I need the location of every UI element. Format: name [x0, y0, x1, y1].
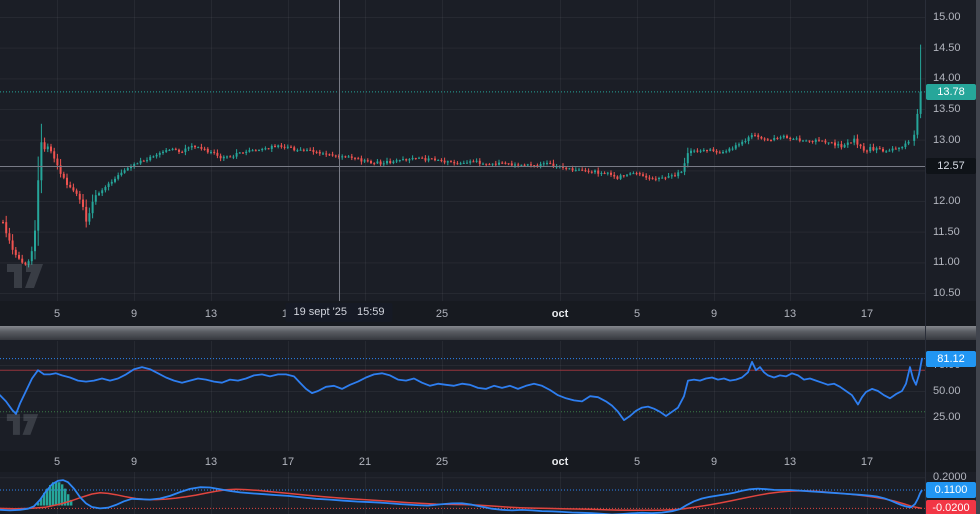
rsi-value-badge: 81.12 [926, 351, 976, 367]
time-tick-label-oct: oct [551, 307, 569, 320]
time-tick-label-25: 25 [435, 455, 449, 468]
pane-separator-handle[interactable] [0, 326, 980, 340]
rsi-tick-label: 25.00 [933, 411, 961, 423]
price-tick-label: 14.00 [933, 72, 961, 84]
crosshair-price-badge: 12.57 [926, 158, 976, 174]
macd-value-badge: 0.1100 [926, 482, 976, 498]
price-tick-label: 11.00 [933, 256, 960, 268]
time-axis-rsi[interactable]: 5 9 13 17 21 25 oct 5 9 13 17 [0, 451, 980, 473]
scrollbar[interactable] [976, 0, 980, 514]
time-tick-label-13: 13 [783, 455, 797, 468]
time-tick-label-oct: oct [551, 455, 569, 468]
time-tick-label-5: 5 [633, 455, 641, 468]
macd-chart [0, 472, 925, 514]
crosshair-horizontal-line [0, 166, 925, 167]
price-tick-label: 13.00 [933, 134, 961, 146]
macd-scale-label: 0.2000 [933, 471, 967, 483]
rsi-tick-label: 50.00 [933, 385, 961, 397]
time-tick-label-13: 13 [204, 455, 218, 468]
tooltip-time: 15:59 [356, 306, 385, 318]
price-tick-label: 11.50 [933, 226, 960, 238]
crosshair-date-tooltip: 19 sept '25 15:59 [285, 303, 393, 322]
tooltip-date: 19 sept '25 [293, 306, 347, 318]
macd-axis[interactable]: 0.2000 0.1100 -0.0200 [925, 471, 980, 514]
price-tick-label: 15.00 [933, 11, 961, 23]
time-tick-label-9: 9 [710, 455, 718, 468]
time-tick-label-13: 13 [204, 307, 218, 320]
crosshair-vertical-line [339, 0, 340, 301]
axis-border [925, 0, 926, 514]
time-tick-label-21: 21 [358, 455, 372, 468]
price-tick-label: 10.50 [933, 287, 961, 299]
time-tick-label-9: 9 [710, 307, 718, 320]
signal-value-badge: -0.0200 [926, 500, 976, 514]
macd-pane[interactable]: 0.2000 0.1100 -0.0200 [0, 471, 980, 514]
candlestick-chart [0, 0, 925, 301]
price-tick-label: 13.50 [933, 103, 961, 115]
price-tick-label: 12.00 [933, 195, 961, 207]
last-price-badge: 13.78 [926, 84, 976, 100]
time-tick-label-17: 17 [860, 455, 874, 468]
price-tick-label: 14.50 [933, 42, 961, 54]
time-tick-label-9: 9 [130, 455, 138, 468]
time-tick-label-17: 17 [281, 455, 295, 468]
time-tick-label-17: 17 [860, 307, 874, 320]
time-tick-label-5: 5 [633, 307, 641, 320]
price-pane[interactable]: 13.78 12.57 15.00 14.50 14.00 13.50 13.00 12.… [0, 0, 980, 302]
time-tick-label-5: 5 [53, 455, 61, 468]
time-tick-label-13: 13 [783, 307, 797, 320]
price-axis[interactable]: 13.78 12.57 15.00 14.50 14.00 13.50 13.00 12.… [925, 0, 980, 301]
time-tick-label-9: 9 [130, 307, 138, 320]
rsi-chart [0, 341, 925, 451]
time-tick-label-25: 25 [435, 307, 449, 320]
time-tick-label-5: 5 [53, 307, 61, 320]
